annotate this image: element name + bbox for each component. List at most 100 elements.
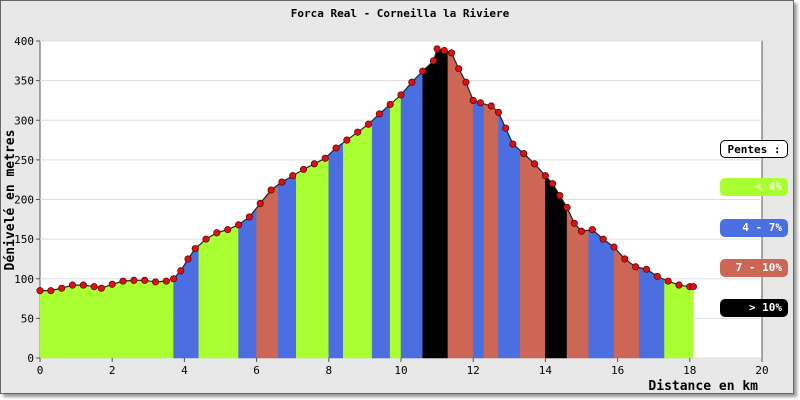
profile-point: [289, 172, 297, 180]
profile-point: [245, 213, 253, 221]
profile-point: [184, 255, 192, 263]
profile-point: [397, 91, 405, 99]
profile-point: [235, 221, 243, 229]
profile-point: [487, 102, 495, 110]
profile-point: [570, 219, 578, 227]
profile-point: [79, 281, 87, 289]
x-tick-label: 2: [109, 364, 116, 377]
profile-point: [610, 243, 618, 251]
profile-point: [689, 283, 697, 291]
profile-point: [642, 265, 651, 273]
profile-point: [256, 199, 264, 208]
profile-point: [332, 144, 340, 152]
profile-point: [224, 226, 232, 234]
y-tick-label: 0: [27, 352, 34, 365]
profile-point: [299, 165, 308, 173]
profile-point: [433, 45, 441, 53]
profile-point: [549, 180, 557, 188]
x-tick-label: 0: [37, 364, 44, 377]
profile-point: [162, 277, 170, 285]
legend-title: Pentes :: [720, 140, 788, 158]
profile-point: [476, 99, 484, 107]
profile-point: [130, 276, 138, 284]
legend-item-label: > 10%: [748, 301, 782, 314]
legend-item-7-10: 7 - 10%: [720, 259, 788, 277]
profile-point: [447, 49, 456, 57]
slope-segment: [278, 173, 297, 359]
slope-segment: [588, 229, 615, 359]
profile-point: [632, 263, 640, 271]
chart-title: Forca Real - Corneilla la Riviere: [291, 7, 510, 20]
profile-point: [151, 278, 160, 286]
profile-point: [509, 140, 517, 148]
profile-point: [621, 255, 629, 263]
profile-point: [429, 57, 438, 65]
profile-point: [541, 172, 549, 180]
y-axis-ticks: 0 50 100 150 200 250 300 350 400: [14, 35, 40, 365]
profile-point: [664, 277, 672, 285]
x-axis-label: Distance en km: [648, 379, 758, 394]
profile-point: [494, 108, 503, 116]
profile-point: [321, 154, 329, 162]
profile-point: [68, 281, 77, 289]
slope-segment: [389, 94, 402, 359]
profile-point: [343, 136, 351, 144]
y-tick-label: 400: [14, 35, 34, 48]
profile-point: [563, 203, 571, 211]
profile-point: [202, 235, 210, 243]
legend-item-lt4: < 4%: [720, 178, 788, 196]
legend-item-4-7: 4 - 7%: [720, 219, 788, 237]
profile-point: [108, 280, 116, 288]
profile-point: [556, 191, 564, 200]
profile-point: [191, 245, 199, 253]
profile-points: [36, 45, 697, 295]
slope-segment: [198, 224, 239, 359]
slope-segment: [238, 207, 257, 359]
x-tick-label: 20: [755, 364, 768, 377]
slope-segment: [256, 184, 279, 359]
profile-point: [386, 100, 394, 108]
profile-point: [47, 287, 55, 295]
x-tick-label: 14: [539, 364, 553, 377]
profile-point: [520, 149, 528, 158]
y-tick-label: 350: [14, 75, 34, 88]
profile-point: [310, 160, 318, 168]
y-tick-label: 50: [21, 312, 34, 325]
profile-point: [408, 78, 416, 86]
profile-point: [469, 96, 477, 104]
profile-point: [278, 178, 286, 186]
profile-point: [531, 160, 539, 168]
y-tick-label: 100: [14, 273, 34, 286]
profile-point: [588, 226, 596, 234]
slope-segment: [447, 51, 474, 359]
legend-item-gt10: > 10%: [720, 299, 788, 317]
legend-item-label: 7 - 10%: [735, 261, 782, 274]
profile-point: [97, 284, 105, 292]
legend-item-label: < 4%: [755, 180, 783, 193]
profile-point: [170, 275, 178, 283]
x-tick-label: 16: [611, 364, 624, 377]
profile-point: [354, 128, 362, 136]
profile-point: [375, 110, 383, 118]
x-tick-label: 10: [394, 364, 407, 377]
profile-point: [267, 186, 275, 194]
profile-point: [177, 267, 185, 275]
profile-point: [502, 124, 510, 132]
y-tick-label: 300: [14, 114, 34, 127]
profile-point: [36, 287, 44, 295]
profile-point: [455, 65, 463, 73]
slope-segment: [519, 149, 546, 359]
profile-point: [599, 235, 607, 243]
profile-point: [653, 272, 661, 280]
x-tick-label: 12: [467, 364, 480, 377]
profile-point: [141, 276, 149, 284]
profile-point: [462, 78, 470, 86]
slope-segment: [296, 154, 330, 359]
y-axis-label: Dénivelé en metres: [3, 130, 18, 271]
profile-point: [577, 227, 586, 235]
profile-point: [675, 281, 683, 289]
profile-point: [119, 277, 127, 285]
y-tick-label: 250: [14, 154, 34, 167]
x-tick-label: 4: [181, 364, 188, 377]
profile-point: [419, 67, 427, 75]
